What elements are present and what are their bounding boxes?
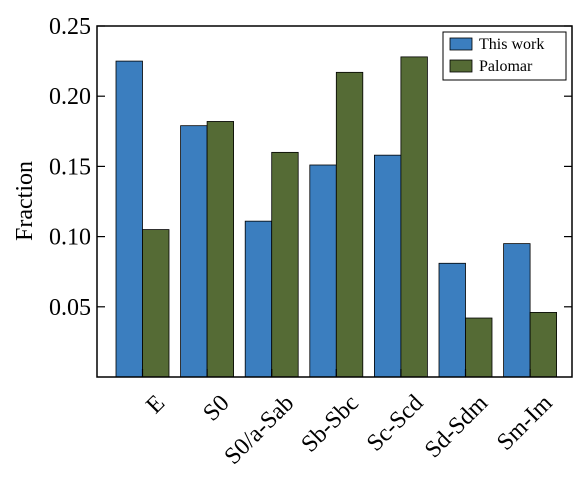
x-tick-label-sd-sdm: Sd-Sdm bbox=[420, 390, 493, 463]
plot-frame bbox=[96, 25, 573, 378]
x-tick-label-sm-im: Sm-Im bbox=[492, 390, 558, 456]
y-tick-label: 0.15 bbox=[49, 154, 91, 180]
x-tick-label-sc-scd: Sc-Scd bbox=[362, 390, 428, 456]
bar-this-work-sm-im bbox=[503, 243, 531, 378]
bar-palomar-sc-scd bbox=[400, 56, 428, 378]
bar-this-work-e bbox=[115, 60, 143, 378]
bar-palomar-s0-a-sab bbox=[271, 151, 299, 378]
y-tick-label: 0.10 bbox=[49, 225, 91, 251]
y-tick-label: 0.25 bbox=[49, 14, 91, 40]
y-ticks-group: 0.05 0.10 0.15 0.20 0.25 bbox=[49, 14, 572, 321]
bar-this-work-sc-scd bbox=[373, 154, 402, 378]
x-tick-label-s0-a-sab: S0/a-Sab bbox=[220, 390, 300, 470]
legend-swatch-this-work bbox=[449, 37, 473, 51]
legend: This work Palomar bbox=[442, 31, 567, 81]
bars-group bbox=[115, 56, 557, 378]
x-tick-label-e: E bbox=[141, 390, 170, 419]
bar-palomar-sd-sdm bbox=[465, 317, 493, 378]
bar-this-work-sd-sdm bbox=[438, 262, 466, 378]
bar-palomar-sm-im bbox=[529, 312, 557, 378]
bar-palomar-s0 bbox=[206, 121, 235, 378]
y-axis-label: Fraction bbox=[12, 161, 38, 241]
bar-this-work-s0-a-sab bbox=[244, 220, 273, 378]
bar-this-work-sb-sbc bbox=[309, 164, 337, 378]
legend-label-palomar: Palomar bbox=[479, 58, 533, 75]
bar-palomar-sb-sbc bbox=[335, 71, 364, 378]
x-tick-label-sb-sbc: Sb-Sbc bbox=[296, 390, 363, 457]
legend-label-this-work: This work bbox=[479, 36, 544, 53]
x-tick-label-s0: S0 bbox=[198, 390, 234, 426]
y-tick-label: 0.05 bbox=[49, 295, 91, 321]
bar-this-work-s0 bbox=[180, 125, 208, 378]
bar-palomar-e bbox=[142, 229, 170, 378]
y-tick-label: 0.20 bbox=[49, 84, 91, 110]
legend-swatch-palomar bbox=[449, 59, 473, 73]
